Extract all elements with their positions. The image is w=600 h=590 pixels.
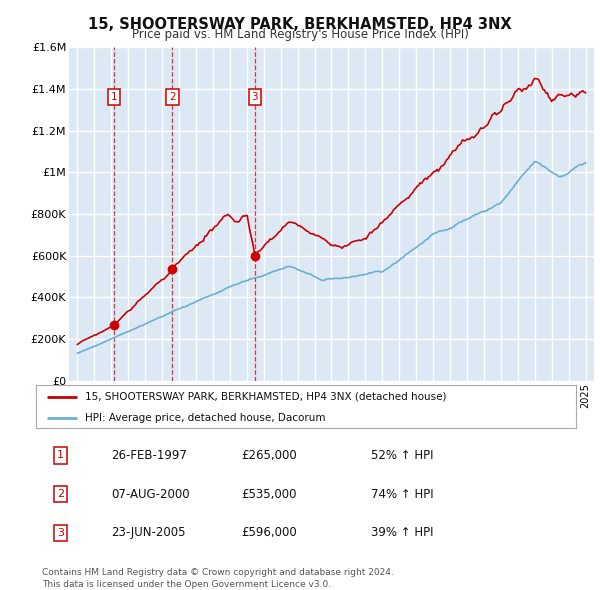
Text: 3: 3 xyxy=(57,528,64,538)
Text: 3: 3 xyxy=(251,92,258,102)
Text: 74% ↑ HPI: 74% ↑ HPI xyxy=(371,487,433,501)
Text: 15, SHOOTERSWAY PARK, BERKHAMSTED, HP4 3NX (detached house): 15, SHOOTERSWAY PARK, BERKHAMSTED, HP4 3… xyxy=(85,392,446,402)
Text: £596,000: £596,000 xyxy=(241,526,297,539)
Text: HPI: Average price, detached house, Dacorum: HPI: Average price, detached house, Daco… xyxy=(85,414,325,424)
Text: 2: 2 xyxy=(169,92,176,102)
Text: 26-FEB-1997: 26-FEB-1997 xyxy=(112,449,187,462)
Text: 23-JUN-2005: 23-JUN-2005 xyxy=(112,526,186,539)
Text: 1: 1 xyxy=(110,92,117,102)
Text: 52% ↑ HPI: 52% ↑ HPI xyxy=(371,449,433,462)
Text: 1: 1 xyxy=(57,450,64,460)
Text: 2: 2 xyxy=(57,489,64,499)
Text: 39% ↑ HPI: 39% ↑ HPI xyxy=(371,526,433,539)
Text: 15, SHOOTERSWAY PARK, BERKHAMSTED, HP4 3NX: 15, SHOOTERSWAY PARK, BERKHAMSTED, HP4 3… xyxy=(88,17,512,31)
Text: Price paid vs. HM Land Registry's House Price Index (HPI): Price paid vs. HM Land Registry's House … xyxy=(131,28,469,41)
Text: £535,000: £535,000 xyxy=(241,487,296,501)
Text: 07-AUG-2000: 07-AUG-2000 xyxy=(112,487,190,501)
Text: £265,000: £265,000 xyxy=(241,449,297,462)
Text: Contains HM Land Registry data © Crown copyright and database right 2024.
This d: Contains HM Land Registry data © Crown c… xyxy=(42,568,394,589)
